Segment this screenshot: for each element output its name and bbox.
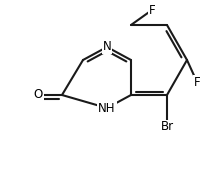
Text: F: F [194, 76, 200, 89]
Text: Br: Br [161, 121, 174, 134]
Text: NH: NH [98, 102, 116, 115]
Text: O: O [33, 89, 43, 102]
Text: N: N [103, 40, 111, 54]
Text: F: F [149, 4, 155, 17]
